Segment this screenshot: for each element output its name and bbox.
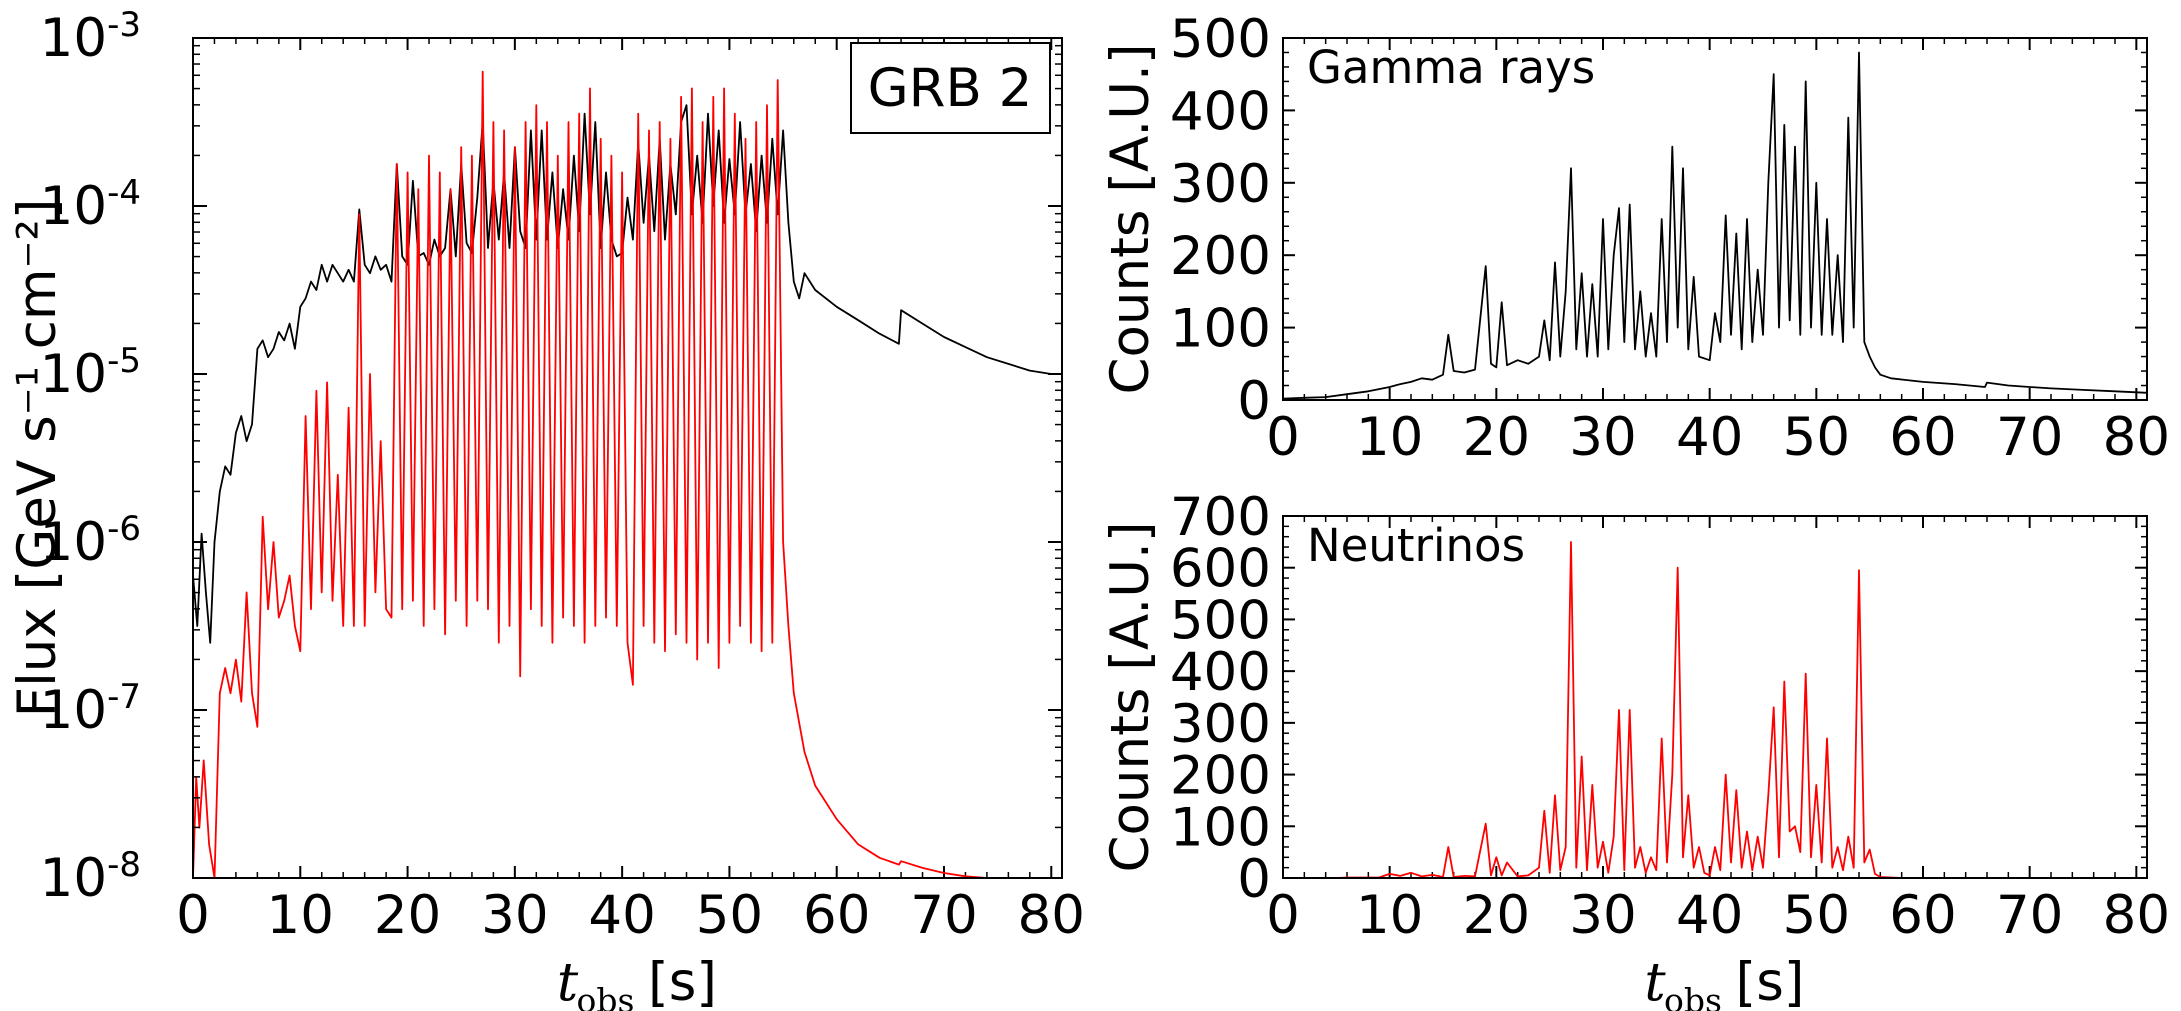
x-tick-label: 80 (2103, 885, 2170, 946)
legend-box (850, 42, 1051, 134)
x-tick-label: 20 (374, 885, 441, 946)
x-tick-label: 0 (176, 885, 210, 946)
panel-top-frame (1282, 37, 2148, 401)
x-tick-label: 70 (910, 885, 977, 946)
y-tick-label: 400 (1170, 642, 1271, 703)
y-tick-label: 200 (1170, 226, 1271, 287)
x-tick-label: 50 (1783, 407, 1850, 468)
x-tick-label: 10 (1356, 407, 1423, 468)
y-tick-label: 300 (1170, 694, 1271, 755)
y-tick-label: 10-8 (40, 845, 141, 909)
x-tick-label: 40 (588, 885, 655, 946)
x-tick-label: 30 (1569, 407, 1636, 468)
y-tick-label: 100 (1170, 797, 1271, 858)
counts-series-group (1283, 541, 2147, 878)
y-tick-label: 300 (1170, 154, 1271, 215)
y-tick-label: 10-7 (40, 677, 141, 741)
x-tick-label: 60 (1889, 407, 1956, 468)
gamma-rays-line (1283, 51, 2147, 400)
y-axis-label: Flux [GeV s⁻¹ cm⁻²] (7, 199, 68, 718)
y-tick-label: 600 (1170, 539, 1271, 600)
x-axis-label-subscript: obs (577, 981, 635, 1011)
x-tick-label: 40 (1676, 885, 1743, 946)
y-tick-label: 10-4 (40, 173, 141, 237)
y-tick-label: 400 (1170, 81, 1271, 142)
y-tick-label: 0 (1237, 371, 1271, 432)
x-axis-label-symbol: t (557, 952, 579, 1011)
y-tick-label: 10-3 (40, 5, 141, 69)
y-tick-label: 100 (1170, 299, 1271, 360)
flux-series-group (193, 70, 1062, 878)
x-tick-label: 80 (2103, 407, 2170, 468)
x-axis-label-unit: [s] (1736, 952, 1805, 1011)
y-axis-label: Counts [A.U.] (1100, 43, 1161, 394)
y-tick-label: 10-6 (40, 509, 141, 573)
neutrino-flux-line (193, 70, 1009, 878)
y-tick-label: 500 (1170, 590, 1271, 651)
panel-bottom-frame (1282, 515, 2148, 879)
x-tick-label: 80 (1018, 885, 1085, 946)
x-tick-label: 50 (1783, 885, 1850, 946)
gamma-ray-flux-line (193, 104, 1062, 644)
panel-label: Gamma rays (1307, 41, 1595, 94)
x-tick-label: 0 (1266, 407, 1300, 468)
y-tick-label: 10-5 (40, 341, 141, 405)
x-tick-label: 30 (1569, 885, 1636, 946)
y-tick-label: 700 (1170, 487, 1271, 548)
x-tick-label: 10 (267, 885, 334, 946)
x-axis-label-subscript: obs (1664, 981, 1722, 1011)
y-axis-label: Counts [A.U.] (1100, 521, 1161, 872)
y-tick-label: 200 (1170, 746, 1271, 807)
neutrinos-line (1283, 541, 2147, 878)
x-tick-label: 20 (1463, 885, 1530, 946)
legend-label: GRB 2 (868, 58, 1033, 119)
counts-series-group (1283, 51, 2147, 400)
x-tick-label: 50 (696, 885, 763, 946)
x-tick-label: 60 (803, 885, 870, 946)
panel-label: Neutrinos (1307, 519, 1525, 572)
x-tick-label: 70 (1996, 885, 2063, 946)
x-tick-label: 60 (1889, 885, 1956, 946)
x-axis-label-unit: [s] (648, 952, 717, 1011)
x-tick-label: 0 (1266, 885, 1300, 946)
x-tick-label: 30 (481, 885, 548, 946)
flux-panel-frame (192, 37, 1063, 879)
x-axis-label-symbol: t (1644, 952, 1666, 1011)
gamma-counts-panel: 0 10 20 30 40 50 60 70 80 0 100 200 300 400 500Counts … (1100, 9, 2170, 468)
x-tick-label: 10 (1356, 885, 1423, 946)
y-tick-label: 500 (1170, 9, 1271, 70)
x-tick-label: 70 (1996, 407, 2063, 468)
x-tick-label: 40 (1676, 407, 1743, 468)
x-tick-label: 20 (1463, 407, 1530, 468)
y-tick-label: 0 (1237, 849, 1271, 910)
